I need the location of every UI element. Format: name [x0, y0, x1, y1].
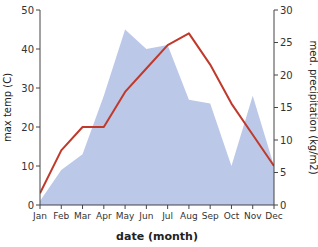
x-tick-label: May [116, 211, 135, 221]
x-tick [188, 205, 189, 209]
x-tick [82, 205, 83, 209]
y-tick [36, 205, 40, 206]
y2-tick [274, 140, 278, 141]
y-tick-label: 0 [28, 200, 34, 211]
x-tick-label: Sep [202, 211, 219, 221]
y2-tick-label: 15 [280, 102, 293, 113]
y2-tick [274, 205, 278, 206]
y-tick [36, 49, 40, 50]
y-tick [36, 127, 40, 128]
y2-tick [274, 75, 278, 76]
y2-tick [274, 172, 278, 173]
y2-tick-label: 10 [280, 135, 293, 146]
x-tick-label: Jun [138, 211, 153, 221]
y2-tick-label: 0 [280, 200, 286, 211]
x-tick [252, 205, 253, 209]
x-tick-label: Feb [53, 211, 69, 221]
y-tick-label: 10 [21, 161, 34, 172]
x-tick [167, 205, 168, 209]
x-tick-label: Mar [74, 211, 91, 221]
x-tick-label: Jan [32, 211, 47, 221]
y2-tick-label: 20 [280, 70, 293, 81]
y-tick-label: 30 [21, 83, 34, 94]
y-axis-line [40, 10, 41, 205]
y-tick-label: 50 [21, 5, 34, 16]
y2-tick-label: 30 [280, 5, 293, 16]
y2-tick [274, 42, 278, 43]
x-tick-label: Nov [244, 211, 262, 221]
y2-tick [274, 10, 278, 11]
x-tick-label: Jul [161, 211, 173, 221]
chart: 01020304050051015202530JanFebMarAprMayJu… [0, 0, 318, 247]
y2-tick [274, 107, 278, 108]
y-tick-label: 40 [21, 44, 34, 55]
x-tick-label: Dec [265, 211, 282, 221]
x-tick-label: Apr [96, 211, 112, 221]
plot-area [40, 30, 274, 206]
y-axis-title: max temp (C) [2, 73, 13, 142]
y-tick-label: 20 [21, 122, 34, 133]
precip-area [40, 30, 274, 206]
x-axis-line [40, 205, 274, 206]
x-tick-label: Aug [180, 211, 198, 221]
y-tick [36, 166, 40, 167]
x-tick [40, 205, 41, 209]
x-tick [61, 205, 62, 209]
x-tick [274, 205, 275, 209]
y2-tick-label: 5 [280, 167, 286, 178]
x-tick [210, 205, 211, 209]
x-tick [125, 205, 126, 209]
x-tick [146, 205, 147, 209]
y-tick [36, 88, 40, 89]
temp-line [40, 33, 274, 193]
y2-axis-title: med. precipitation (kg/m2) [308, 40, 318, 174]
x-axis-title: date (month) [116, 230, 198, 243]
y-tick [36, 10, 40, 11]
y2-tick-label: 25 [280, 37, 293, 48]
x-tick [103, 205, 104, 209]
x-tick-label: Oct [224, 211, 240, 221]
x-tick [231, 205, 232, 209]
